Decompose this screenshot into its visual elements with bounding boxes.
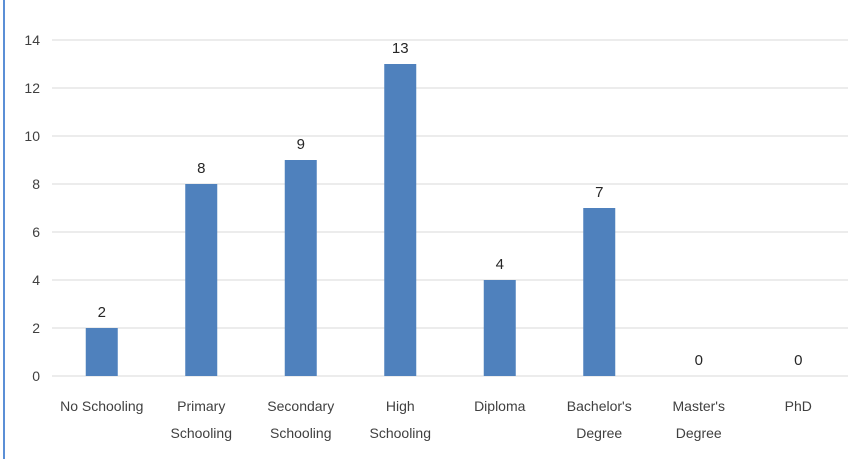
y-tick-label-14: 14 xyxy=(24,32,40,48)
data-label-2: 9 xyxy=(297,136,305,153)
category-label-5-line-0: Bachelor's xyxy=(567,398,632,414)
category-label-3-line-0: High xyxy=(386,398,415,414)
y-tick-label-4: 4 xyxy=(32,272,40,288)
bar-2 xyxy=(284,160,317,376)
data-label-6: 0 xyxy=(695,352,703,369)
bar-3 xyxy=(384,64,417,376)
data-label-3: 13 xyxy=(392,40,409,57)
y-tick-label-8: 8 xyxy=(32,176,40,192)
category-label-0: No Schooling xyxy=(60,398,143,414)
category-label-5-line-1: Degree xyxy=(576,425,622,441)
data-label-1: 8 xyxy=(197,160,205,177)
y-tick-label-0: 0 xyxy=(32,368,40,384)
y-tick-label-12: 12 xyxy=(24,80,40,96)
category-label-4: Diploma xyxy=(474,398,526,414)
category-label-3-line-1: Schooling xyxy=(370,425,432,441)
category-label-6-line-1: Degree xyxy=(676,425,722,441)
category-label-6-line-0: Master's xyxy=(673,398,725,414)
bar-0 xyxy=(85,328,118,376)
category-label-1-line-0: Primary xyxy=(177,398,225,414)
bar-1 xyxy=(185,184,218,376)
bars xyxy=(85,64,616,376)
data-label-5: 7 xyxy=(595,184,603,201)
y-tick-label-2: 2 xyxy=(32,320,40,336)
x-axis-categories: No Schooling Primary Schooling Secondary Sch… xyxy=(60,398,812,441)
y-tick-label-10: 10 xyxy=(24,128,40,144)
data-label-0: 2 xyxy=(98,304,106,321)
category-label-7: PhD xyxy=(785,398,812,414)
y-tick-label-6: 6 xyxy=(32,224,40,240)
gridlines xyxy=(52,39,848,377)
y-axis-ticks: 0 2 4 6 8 10 12 14 xyxy=(24,32,40,384)
bar-5 xyxy=(583,208,616,376)
data-label-7: 0 xyxy=(794,352,802,369)
category-label-2-line-1: Schooling xyxy=(270,425,332,441)
bar-4 xyxy=(483,280,516,376)
category-label-1-line-1: Schooling xyxy=(171,425,233,441)
left-border xyxy=(3,0,5,459)
data-labels: 2 8 9 13 4 7 0 0 xyxy=(98,40,803,369)
category-label-2-line-0: Secondary xyxy=(267,398,334,414)
data-label-4: 4 xyxy=(496,256,504,273)
